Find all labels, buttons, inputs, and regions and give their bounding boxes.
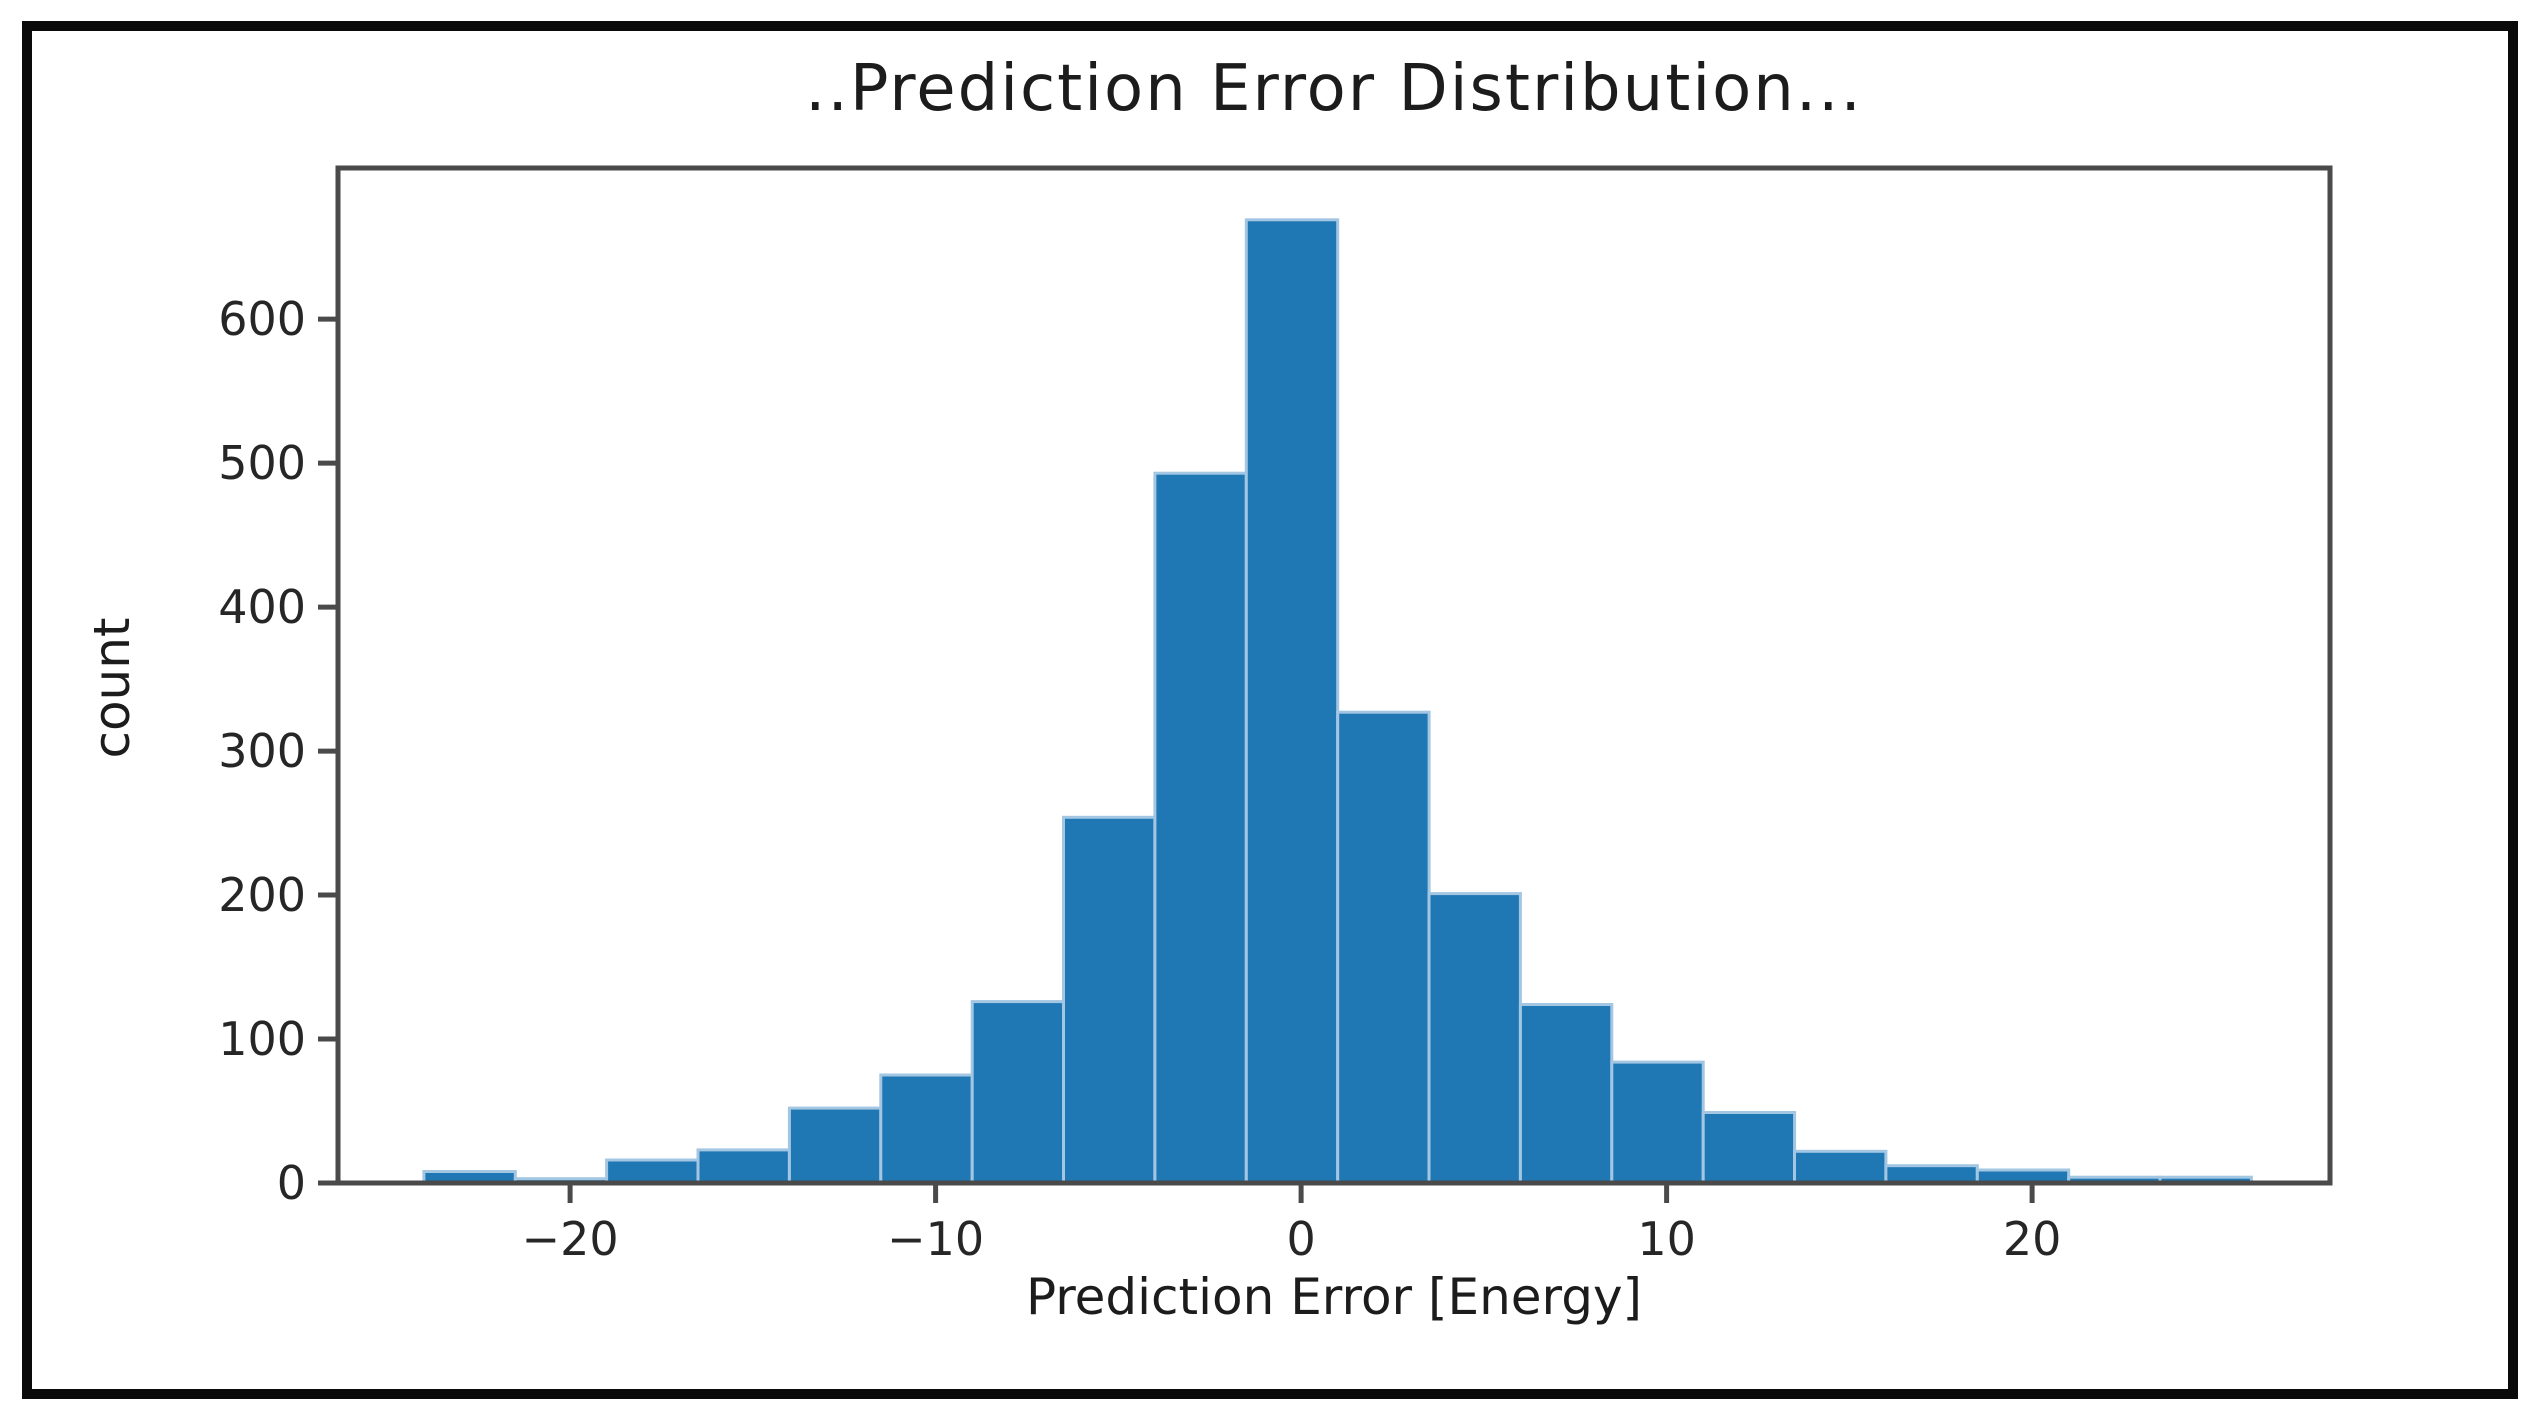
y-tick-label: 0	[277, 1156, 306, 1210]
x-tick-label: 20	[2003, 1212, 2062, 1266]
chart-title: ..Prediction Error Distribution...	[805, 52, 1863, 126]
y-tick-label: 200	[218, 868, 306, 922]
histogram-bar	[787, 1106, 883, 1185]
x-tick-label: 0	[1286, 1212, 1315, 1266]
histogram-bar	[879, 1073, 974, 1185]
y-tick-label: 100	[218, 1012, 306, 1066]
screenshot-border-frame	[22, 21, 2518, 1399]
y-tick-label: 300	[218, 724, 306, 778]
plot-spine	[335, 165, 2333, 1186]
y-tick-label: 400	[218, 580, 306, 634]
y-tick-label: 600	[218, 292, 306, 346]
histogram-bar	[1062, 815, 1157, 1185]
histogram-bar	[1793, 1149, 1888, 1185]
histogram-bar	[1610, 1060, 1705, 1185]
histogram-bar	[1153, 471, 1248, 1185]
x-tick-label: −20	[522, 1212, 619, 1266]
x-tick-label: −10	[887, 1212, 984, 1266]
histogram-bar	[1518, 1003, 1614, 1185]
y-tick-label: 500	[218, 436, 306, 490]
x-axis-label: Prediction Error [Energy]	[1025, 1268, 1643, 1326]
x-tick-label: 10	[1637, 1212, 1696, 1266]
